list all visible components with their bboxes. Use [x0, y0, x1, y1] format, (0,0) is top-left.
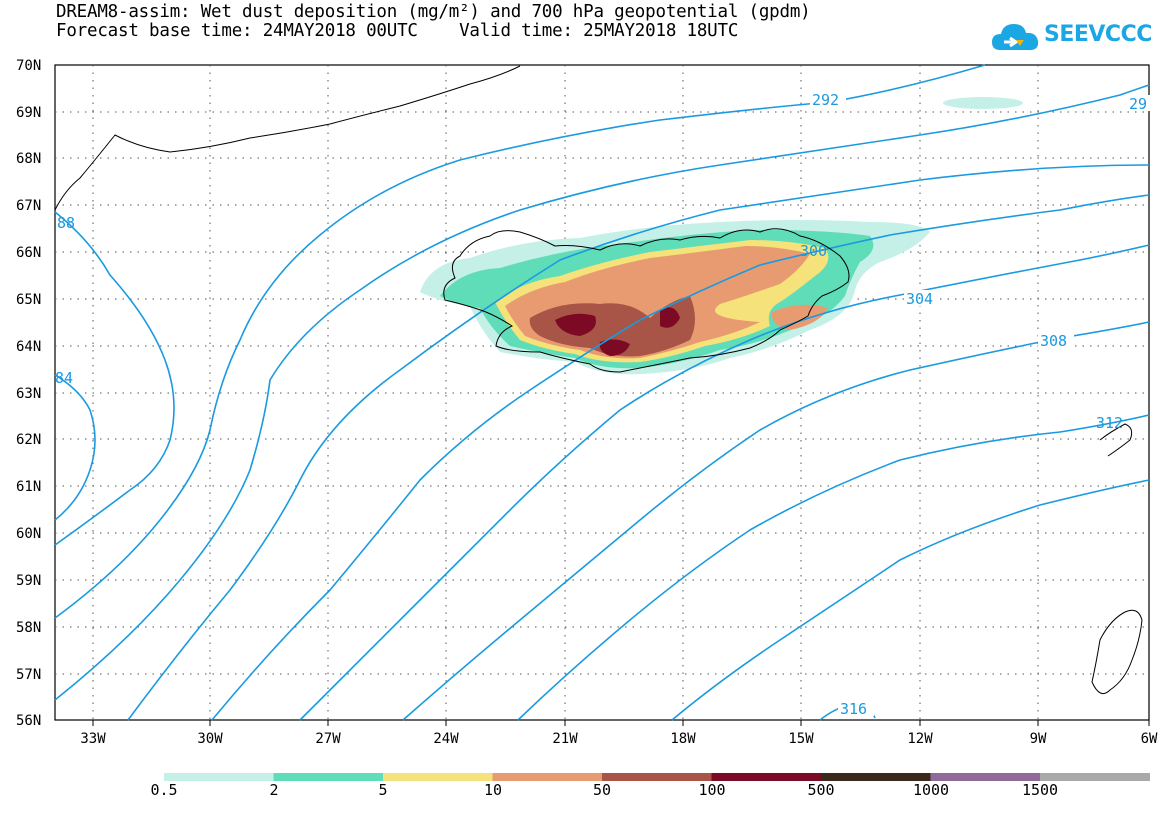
map-subtitle: Forecast base time: 24MAY2018 00UTC Vali…	[56, 21, 739, 41]
lat-label: 61N	[16, 479, 41, 495]
legend-swatch	[164, 773, 274, 781]
legend-label: 100	[698, 781, 726, 799]
contour-label-288: 88	[57, 214, 75, 232]
dust-deposition-field	[420, 97, 1023, 375]
lat-label: 66N	[16, 245, 41, 261]
lat-label: 62N	[16, 432, 41, 448]
lat-label: 64N	[16, 339, 41, 355]
seevccc-logo: SEEVCCC	[990, 16, 1152, 56]
contour-labels: 292 29 300 304 308 312 316 88 84	[55, 91, 1150, 718]
lat-label: 65N	[16, 292, 41, 308]
legend-colorbar	[164, 773, 1150, 781]
legend-label: 1000	[912, 781, 950, 799]
legend-swatch	[383, 773, 493, 781]
contour-284-west	[54, 374, 96, 521]
contour-label-308: 308	[1040, 332, 1067, 350]
contour-label-304: 304	[906, 290, 933, 308]
contour-296	[54, 84, 1150, 701]
lat-label: 60N	[16, 526, 41, 542]
contour-label-292: 292	[812, 91, 839, 109]
dust-patch-north	[943, 97, 1023, 109]
contour-label-284: 84	[55, 369, 73, 387]
lat-label: 70N	[16, 58, 41, 74]
legend-label: 10	[483, 781, 503, 799]
lon-label: 30W	[197, 731, 223, 747]
contour-label-300: 300	[800, 242, 827, 260]
legend-swatch	[273, 773, 384, 781]
lon-label: 6W	[1141, 731, 1158, 747]
contour-292	[54, 64, 986, 619]
contour-label-316: 316	[840, 700, 867, 718]
geopotential-contours	[54, 64, 1150, 721]
contour-304	[299, 244, 1150, 721]
legend-swatch	[711, 773, 822, 781]
map-title: DREAM8-assim: Wet dust deposition (mg/m²…	[56, 2, 811, 22]
legend-swatch	[930, 773, 1041, 781]
legend-swatch	[821, 773, 931, 781]
contour-300b	[211, 194, 1150, 721]
legend-label: 5	[378, 781, 388, 799]
logo-text: SEEVCCC	[1044, 22, 1152, 47]
contour-288	[54, 211, 175, 546]
lon-label: 27W	[315, 731, 341, 747]
legend-swatch	[1040, 773, 1150, 781]
lon-label: 12W	[907, 731, 933, 747]
lon-label: 18W	[670, 731, 696, 747]
legend-label: 500	[807, 781, 835, 799]
contour-300	[127, 164, 1150, 721]
lon-label: 15W	[788, 731, 814, 747]
lat-label: 58N	[16, 620, 41, 636]
legend-swatch	[602, 773, 712, 781]
tick-marks	[92, 720, 1150, 726]
legend-swatch	[492, 773, 603, 781]
iceland-coast	[443, 228, 850, 373]
contour-label-296: 29	[1129, 95, 1147, 113]
dust-level-100	[555, 307, 680, 356]
lat-label: 57N	[16, 667, 41, 683]
legend-label: 1500	[1021, 781, 1059, 799]
lat-label: 67N	[16, 198, 41, 214]
contour-312b	[671, 479, 1150, 721]
lat-label: 63N	[16, 386, 41, 402]
lon-label: 33W	[80, 731, 106, 747]
contour-308	[402, 321, 1150, 721]
lat-label: 56N	[16, 713, 41, 729]
contour-312	[517, 414, 1150, 721]
lon-label: 9W	[1030, 731, 1047, 747]
lat-label: 69N	[16, 105, 41, 121]
faroe-coast	[1099, 423, 1133, 457]
coastlines	[54, 65, 1143, 695]
scotland-coast	[1091, 609, 1143, 695]
legend-label: 0.5	[150, 781, 178, 799]
lon-label: 24W	[433, 731, 459, 747]
cloud-icon	[992, 24, 1039, 50]
greenland-coast	[54, 65, 521, 211]
longitude-labels: 33W 30W 27W 24W 21W 18W 15W 12W 9W 6W	[80, 731, 1158, 747]
dust-level-50	[529, 296, 695, 357]
lat-label: 68N	[16, 151, 41, 167]
legend-label: 2	[269, 781, 279, 799]
lat-label: 59N	[16, 573, 41, 589]
legend-label: 50	[592, 781, 612, 799]
latitude-labels: 70N 69N 68N 67N 66N 65N 64N 63N 62N 61N …	[16, 58, 41, 729]
lon-label: 21W	[552, 731, 578, 747]
contour-label-312: 312	[1096, 414, 1123, 432]
